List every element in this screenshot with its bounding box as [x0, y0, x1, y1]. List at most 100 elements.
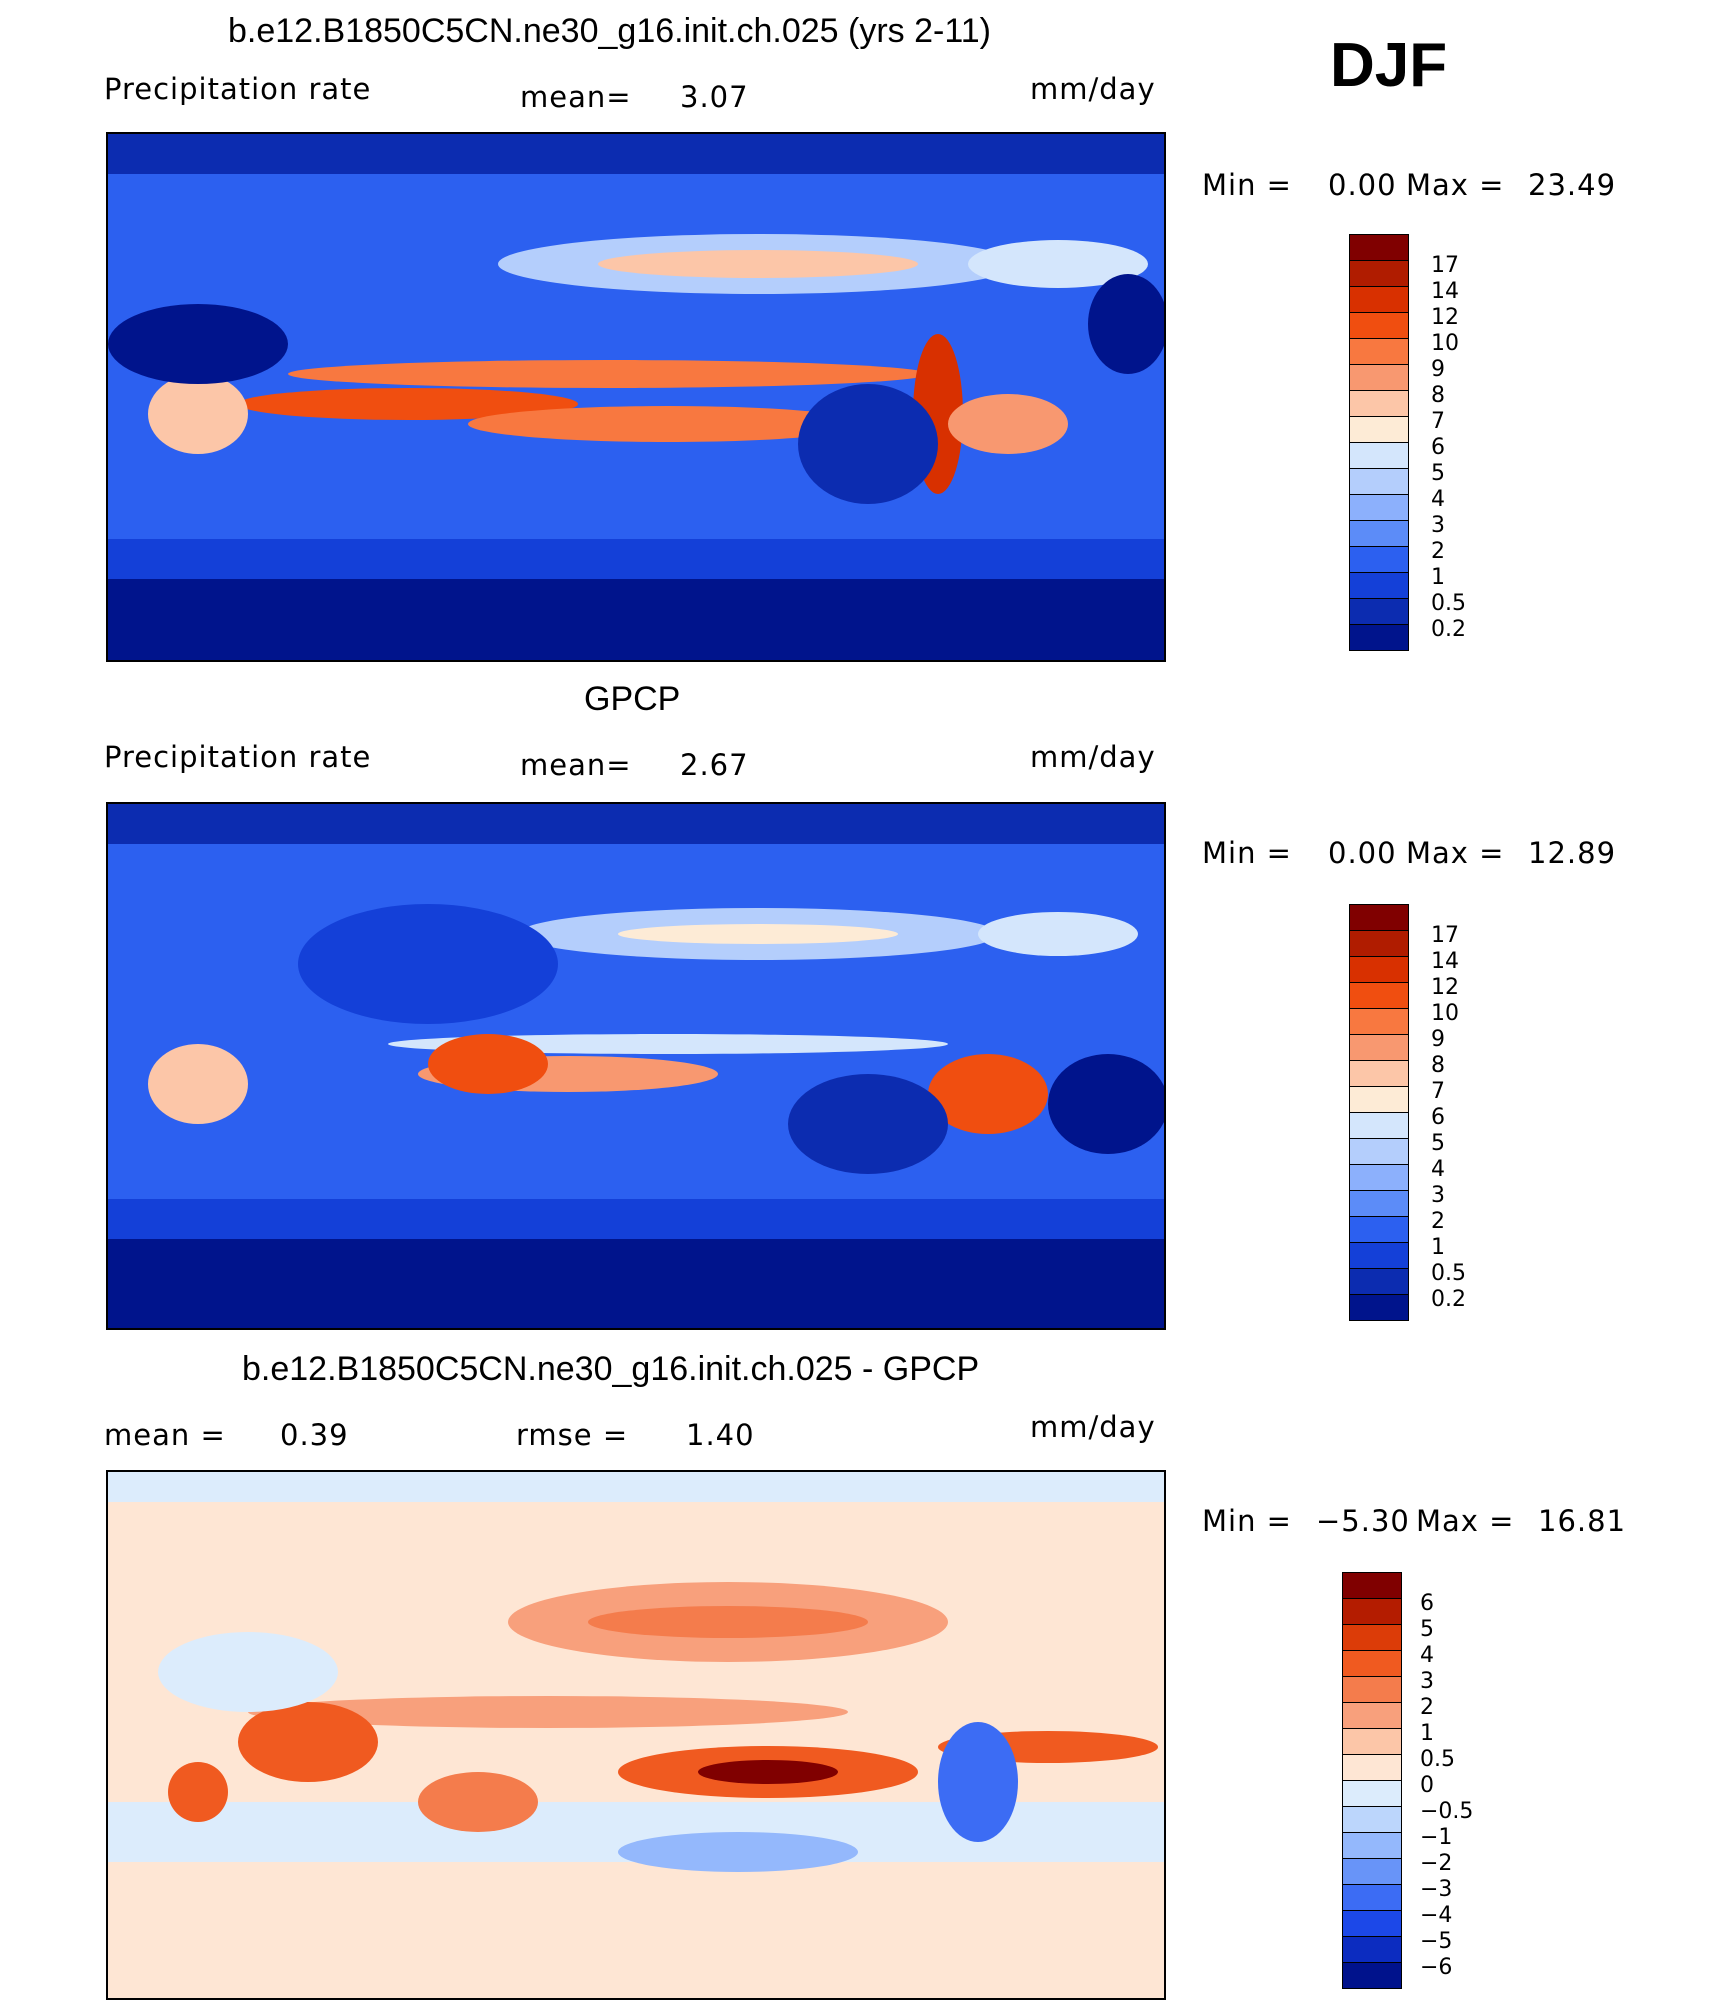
colorbar-tick-label: 10: [1431, 331, 1459, 356]
max-label: Max =: [1416, 1504, 1515, 1538]
colorbar-tick-label: −4: [1420, 1903, 1453, 1928]
colorbar-swatch: [1342, 1936, 1402, 1963]
colorbar-tick-label: 17: [1431, 253, 1459, 278]
colorbar-swatch: [1349, 338, 1409, 365]
colorbar-swatch: [1342, 1858, 1402, 1885]
colorbar-tick-label: 8: [1431, 1053, 1445, 1078]
colorbar-tick-label: 0.5: [1431, 591, 1466, 616]
colorbar-swatch: [1349, 1294, 1409, 1321]
colorbar-swatch: [1349, 930, 1409, 957]
colorbar-tick-label: 0: [1420, 1773, 1434, 1798]
colorbar-swatch: [1349, 1242, 1409, 1269]
units-label: mm/day: [1030, 740, 1156, 774]
min-label: Min =: [1202, 836, 1292, 870]
map-field: [108, 134, 1164, 660]
colorbar-tick-label: −1: [1420, 1825, 1453, 1850]
colorbar-tick-label: 6: [1420, 1591, 1434, 1616]
colorbar-swatch: [1349, 390, 1409, 417]
colorbar-swatch: [1349, 1138, 1409, 1165]
colorbar-tick-label: 1: [1431, 1235, 1445, 1260]
colorbar-tick-label: 17: [1431, 923, 1459, 948]
units-label: mm/day: [1030, 72, 1156, 106]
difference-map: [106, 1470, 1166, 2000]
min-value: 0.00: [1328, 168, 1397, 202]
colorbar-swatch: [1349, 520, 1409, 547]
colorbar-swatch: [1349, 624, 1409, 651]
colorbar-swatch: [1342, 1598, 1402, 1625]
colorbar: 17 14 12 10 9 8 7 6 5 4 3 2 1 0.5 0.2: [1349, 904, 1509, 1321]
colorbar-tick-label: 1: [1431, 565, 1445, 590]
colorbar-tick-label: 0.2: [1431, 1287, 1466, 1312]
colorbar-tick-label: 7: [1431, 409, 1445, 434]
colorbar-tick-label: 7: [1431, 1079, 1445, 1104]
mean-value: 2.67: [680, 748, 749, 782]
max-value: 23.49: [1528, 168, 1617, 202]
colorbar-tick-label: 12: [1431, 975, 1459, 1000]
colorbar-tick-label: 3: [1420, 1669, 1434, 1694]
colorbar: 17 14 12 10 9 8 7 6 5 4 3 2 1 0.5 0.2: [1349, 234, 1509, 651]
colorbar-swatch: [1349, 234, 1409, 261]
colorbar-swatch: [1349, 312, 1409, 339]
colorbar-swatch: [1349, 1112, 1409, 1139]
colorbar-tick-label: 0.2: [1431, 617, 1466, 642]
colorbar-swatch: [1349, 1268, 1409, 1295]
map-field: [108, 804, 1164, 1328]
colorbar-swatch: [1342, 1780, 1402, 1807]
colorbar-tick-label: −3: [1420, 1877, 1453, 1902]
variable-label: Precipitation rate: [104, 740, 372, 774]
rmse-label: rmse =: [516, 1418, 629, 1452]
colorbar-swatch: [1349, 598, 1409, 625]
colorbar-tick-label: 14: [1431, 949, 1459, 974]
colorbar-swatch: [1349, 494, 1409, 521]
max-label: Max =: [1406, 168, 1505, 202]
colorbar-swatch: [1349, 956, 1409, 983]
colorbar-tick-label: 5: [1431, 1131, 1445, 1156]
panel-title: b.e12.B1850C5CN.ne30_g16.init.ch.025 - G…: [242, 1350, 980, 1388]
colorbar-tick-label: 2: [1420, 1695, 1434, 1720]
max-value: 16.81: [1538, 1504, 1627, 1538]
colorbar-swatch: [1342, 1884, 1402, 1911]
colorbar-tick-label: 2: [1431, 539, 1445, 564]
colorbar-swatch: [1349, 1216, 1409, 1243]
colorbar-swatch: [1342, 1624, 1402, 1651]
colorbar-tick-label: 9: [1431, 1027, 1445, 1052]
colorbar-swatch: [1342, 1650, 1402, 1677]
mean-label: mean =: [104, 1418, 226, 1452]
colorbar-swatch: [1349, 416, 1409, 443]
colorbar-swatch: [1349, 904, 1409, 931]
colorbar-tick-label: 6: [1431, 1105, 1445, 1130]
colorbar-swatch: [1349, 572, 1409, 599]
colorbar-tick-label: 9: [1431, 357, 1445, 382]
colorbar-tick-label: 1: [1420, 1721, 1434, 1746]
precip-map: [106, 802, 1166, 1330]
min-value: 0.00: [1328, 836, 1397, 870]
colorbar-tick-label: 4: [1420, 1643, 1434, 1668]
colorbar-tick-label: 12: [1431, 305, 1459, 330]
precip-map: [106, 132, 1166, 662]
colorbar-swatch: [1349, 1034, 1409, 1061]
colorbar-swatch: [1349, 468, 1409, 495]
max-label: Max =: [1406, 836, 1505, 870]
colorbar-swatch: [1349, 1060, 1409, 1087]
colorbar-tick-label: 10: [1431, 1001, 1459, 1026]
mean-label: mean=: [520, 80, 632, 114]
units-label: mm/day: [1030, 1410, 1156, 1444]
colorbar-tick-label: 5: [1431, 461, 1445, 486]
colorbar-swatch: [1342, 1676, 1402, 1703]
colorbar-tick-label: 0.5: [1431, 1261, 1466, 1286]
variable-label: Precipitation rate: [104, 72, 372, 106]
panel-title: b.e12.B1850C5CN.ne30_g16.init.ch.025 (yr…: [228, 12, 991, 50]
colorbar-tick-label: −0.5: [1420, 1799, 1474, 1824]
colorbar-tick-label: 4: [1431, 487, 1445, 512]
colorbar-swatch: [1342, 1832, 1402, 1859]
colorbar-tick-label: 3: [1431, 513, 1445, 538]
colorbar-swatch: [1349, 1086, 1409, 1113]
colorbar-swatch: [1342, 1572, 1402, 1599]
colorbar-tick-label: 14: [1431, 279, 1459, 304]
colorbar-tick-label: 2: [1431, 1209, 1445, 1234]
colorbar-tick-label: −6: [1420, 1955, 1453, 1980]
min-value: −5.30: [1316, 1504, 1410, 1538]
colorbar-swatch: [1349, 1008, 1409, 1035]
colorbar-swatch: [1342, 1806, 1402, 1833]
panel-title: GPCP: [584, 680, 681, 718]
